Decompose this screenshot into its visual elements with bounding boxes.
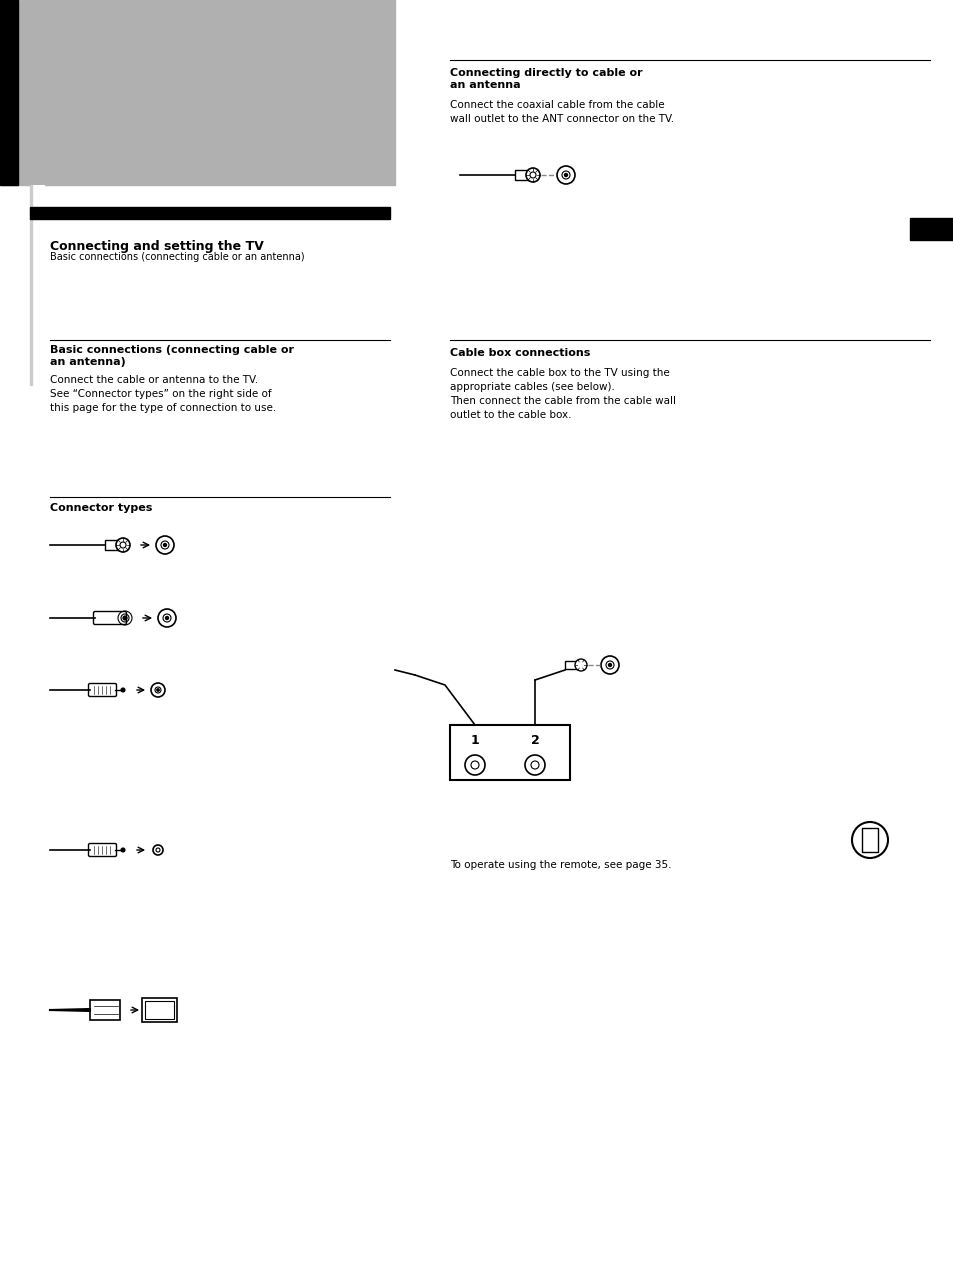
Bar bbox=[105, 540, 123, 550]
Circle shape bbox=[524, 755, 544, 775]
Text: Cable box connections: Cable box connections bbox=[450, 348, 590, 358]
Circle shape bbox=[605, 661, 614, 669]
Circle shape bbox=[154, 687, 161, 693]
Circle shape bbox=[120, 541, 126, 548]
Bar bbox=[0, 0, 395, 185]
Bar bbox=[515, 169, 533, 180]
Circle shape bbox=[530, 172, 536, 178]
Circle shape bbox=[163, 614, 171, 622]
Text: an antenna): an antenna) bbox=[50, 357, 126, 367]
Circle shape bbox=[557, 166, 575, 183]
Text: 1: 1 bbox=[470, 734, 478, 747]
Circle shape bbox=[575, 659, 586, 671]
Circle shape bbox=[161, 541, 169, 549]
FancyBboxPatch shape bbox=[89, 843, 116, 856]
Bar bbox=[30, 185, 45, 385]
Text: Connect the cable or antenna to the TV.
See “Connector types” on the right side : Connect the cable or antenna to the TV. … bbox=[50, 375, 276, 413]
Circle shape bbox=[123, 617, 127, 619]
Text: To operate using the remote, see page 35.: To operate using the remote, see page 35… bbox=[450, 860, 671, 870]
Bar bbox=[30, 185, 32, 385]
Bar bbox=[0, 0, 18, 185]
Bar bbox=[909, 218, 953, 240]
Circle shape bbox=[121, 848, 125, 852]
Bar bbox=[564, 661, 580, 669]
Circle shape bbox=[151, 683, 165, 697]
Text: Connecting and setting the TV: Connecting and setting the TV bbox=[50, 240, 263, 254]
Text: 2: 2 bbox=[530, 734, 538, 747]
Text: an antenna: an antenna bbox=[450, 80, 520, 90]
Text: Connector types: Connector types bbox=[50, 503, 152, 513]
Bar bbox=[90, 1000, 120, 1020]
Circle shape bbox=[564, 173, 567, 177]
Circle shape bbox=[158, 609, 175, 627]
FancyBboxPatch shape bbox=[89, 683, 116, 697]
FancyBboxPatch shape bbox=[93, 612, 127, 624]
Circle shape bbox=[156, 689, 159, 692]
Circle shape bbox=[156, 536, 173, 554]
Text: Basic connections (connecting cable or an antenna): Basic connections (connecting cable or a… bbox=[50, 252, 304, 262]
Bar bbox=[145, 1001, 173, 1019]
Text: Connecting directly to cable or: Connecting directly to cable or bbox=[450, 68, 642, 78]
Circle shape bbox=[561, 171, 569, 180]
Text: Connect the cable box to the TV using the
appropriate cables (see below).
Then c: Connect the cable box to the TV using th… bbox=[450, 368, 676, 420]
Circle shape bbox=[471, 761, 478, 769]
Circle shape bbox=[121, 688, 125, 692]
Circle shape bbox=[600, 656, 618, 674]
Circle shape bbox=[525, 168, 539, 182]
Circle shape bbox=[116, 538, 130, 552]
Circle shape bbox=[851, 822, 887, 857]
Bar bbox=[30, 206, 390, 219]
Text: Basic connections (connecting cable or: Basic connections (connecting cable or bbox=[50, 345, 294, 355]
Circle shape bbox=[152, 845, 163, 855]
Circle shape bbox=[531, 761, 538, 769]
Circle shape bbox=[156, 848, 160, 852]
Circle shape bbox=[163, 544, 167, 547]
Bar bbox=[142, 998, 177, 1022]
Circle shape bbox=[464, 755, 484, 775]
Circle shape bbox=[165, 617, 169, 619]
Text: Connect the coaxial cable from the cable
wall outlet to the ANT connector on the: Connect the coaxial cable from the cable… bbox=[450, 99, 674, 124]
Circle shape bbox=[608, 664, 611, 666]
Bar bbox=[862, 828, 877, 852]
Bar bbox=[450, 725, 569, 780]
